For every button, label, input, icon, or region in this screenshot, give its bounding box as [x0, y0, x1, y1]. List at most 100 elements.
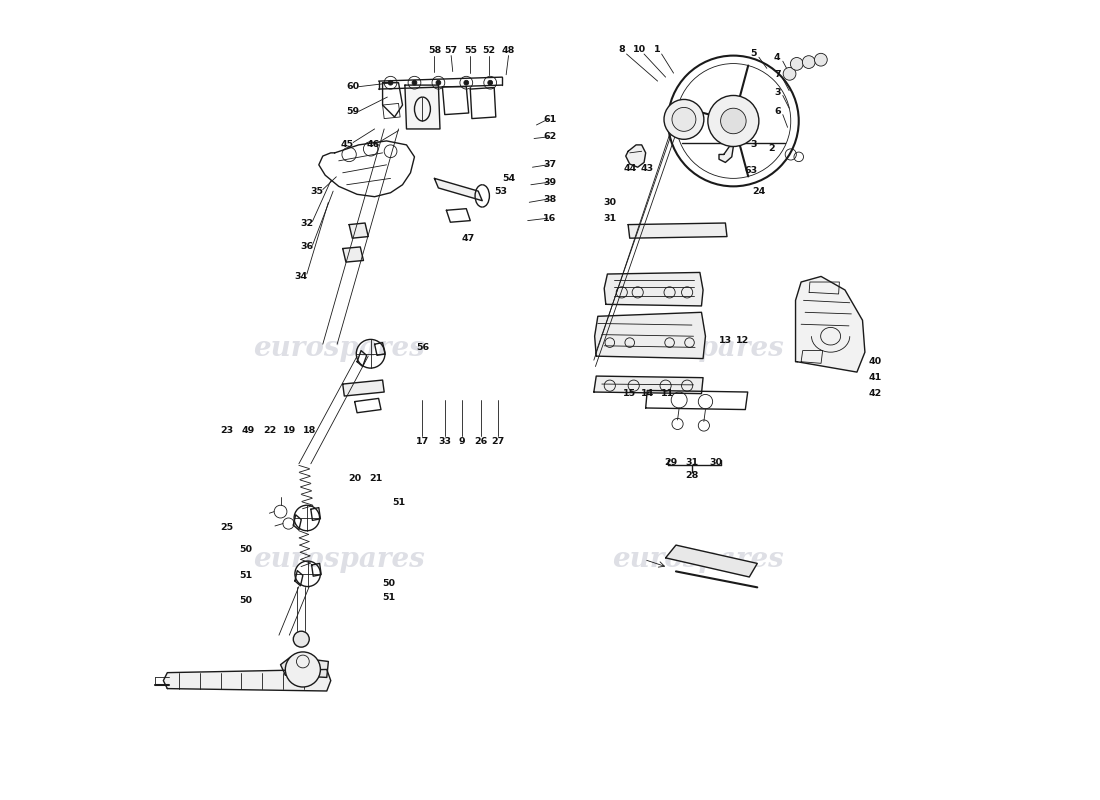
Circle shape	[464, 80, 469, 85]
Text: 3: 3	[774, 88, 781, 97]
Text: 19: 19	[283, 426, 296, 434]
Text: 13: 13	[718, 336, 732, 345]
Text: 18: 18	[302, 426, 316, 434]
Text: 62: 62	[543, 133, 557, 142]
Text: 59: 59	[346, 107, 360, 116]
Text: 31: 31	[603, 214, 616, 222]
Text: 60: 60	[346, 82, 360, 91]
Circle shape	[285, 652, 320, 687]
Circle shape	[783, 67, 796, 80]
Text: 28: 28	[685, 471, 698, 480]
Text: 35: 35	[310, 186, 323, 196]
Text: 41: 41	[869, 373, 882, 382]
Text: 42: 42	[869, 389, 882, 398]
Text: 51: 51	[239, 571, 252, 580]
Circle shape	[487, 80, 493, 85]
Text: 6: 6	[774, 107, 781, 116]
Polygon shape	[795, 277, 865, 372]
Polygon shape	[626, 145, 646, 167]
Circle shape	[720, 108, 746, 134]
Text: 17: 17	[416, 437, 429, 446]
Text: 7: 7	[774, 70, 781, 79]
Text: 63: 63	[745, 166, 758, 175]
Text: 8: 8	[618, 45, 625, 54]
Text: 3: 3	[750, 140, 757, 150]
Text: 57: 57	[444, 46, 458, 55]
Text: 27: 27	[492, 437, 505, 446]
Text: 39: 39	[543, 178, 557, 187]
Text: 2: 2	[768, 144, 774, 154]
Text: 52: 52	[482, 46, 495, 55]
Polygon shape	[343, 380, 384, 396]
Polygon shape	[628, 223, 727, 238]
Polygon shape	[280, 657, 329, 678]
Text: 9: 9	[459, 437, 465, 446]
Polygon shape	[594, 376, 703, 394]
Text: 30: 30	[603, 198, 616, 206]
Text: 26: 26	[474, 437, 487, 446]
Text: 31: 31	[685, 458, 698, 466]
Text: 4: 4	[774, 53, 781, 62]
Circle shape	[814, 54, 827, 66]
Circle shape	[294, 631, 309, 647]
Polygon shape	[604, 273, 703, 306]
Text: 50: 50	[239, 596, 252, 606]
Polygon shape	[719, 146, 734, 162]
Text: 25: 25	[221, 523, 233, 532]
Circle shape	[791, 58, 803, 70]
Text: 43: 43	[640, 164, 653, 174]
Text: 33: 33	[438, 437, 451, 446]
Text: 46: 46	[366, 140, 379, 150]
Text: 58: 58	[428, 46, 441, 55]
Text: eurospares: eurospares	[612, 546, 783, 573]
Text: 10: 10	[632, 45, 646, 54]
Text: 34: 34	[295, 272, 308, 281]
Text: 16: 16	[543, 214, 557, 222]
Text: 51: 51	[392, 498, 405, 506]
Circle shape	[436, 80, 441, 85]
Text: 50: 50	[383, 579, 396, 588]
Circle shape	[412, 80, 417, 85]
Text: 61: 61	[543, 115, 557, 124]
Text: eurospares: eurospares	[612, 334, 783, 362]
Text: 23: 23	[221, 426, 233, 434]
Text: 21: 21	[370, 474, 383, 482]
Text: 44: 44	[623, 164, 636, 174]
Text: 55: 55	[464, 46, 476, 55]
Polygon shape	[163, 670, 331, 691]
Text: 20: 20	[348, 474, 361, 482]
Text: 15: 15	[624, 389, 636, 398]
Text: 11: 11	[661, 389, 674, 398]
Text: 32: 32	[300, 218, 313, 227]
Text: 47: 47	[462, 234, 475, 242]
Circle shape	[664, 99, 704, 139]
Polygon shape	[349, 223, 368, 238]
Text: 48: 48	[502, 46, 515, 55]
Text: 12: 12	[736, 336, 749, 345]
Text: 30: 30	[710, 458, 723, 466]
Text: 5: 5	[750, 49, 757, 58]
Text: 49: 49	[242, 426, 255, 434]
Circle shape	[802, 56, 815, 69]
Text: 38: 38	[543, 194, 557, 204]
Text: 51: 51	[383, 594, 396, 602]
Text: 54: 54	[502, 174, 515, 183]
Polygon shape	[343, 247, 363, 262]
Text: 50: 50	[239, 546, 252, 554]
Text: 36: 36	[300, 242, 313, 251]
Text: 24: 24	[752, 186, 766, 196]
Circle shape	[672, 107, 696, 131]
Text: 29: 29	[664, 458, 678, 466]
Text: 37: 37	[543, 160, 557, 170]
Polygon shape	[405, 85, 440, 129]
Polygon shape	[595, 312, 705, 358]
Circle shape	[708, 95, 759, 146]
Polygon shape	[434, 178, 482, 201]
Text: 22: 22	[263, 426, 276, 434]
Text: 53: 53	[494, 186, 507, 196]
Text: 1: 1	[654, 45, 661, 54]
Text: 14: 14	[640, 389, 653, 398]
Text: 45: 45	[340, 140, 353, 150]
Text: 40: 40	[869, 358, 882, 366]
Circle shape	[388, 80, 393, 85]
